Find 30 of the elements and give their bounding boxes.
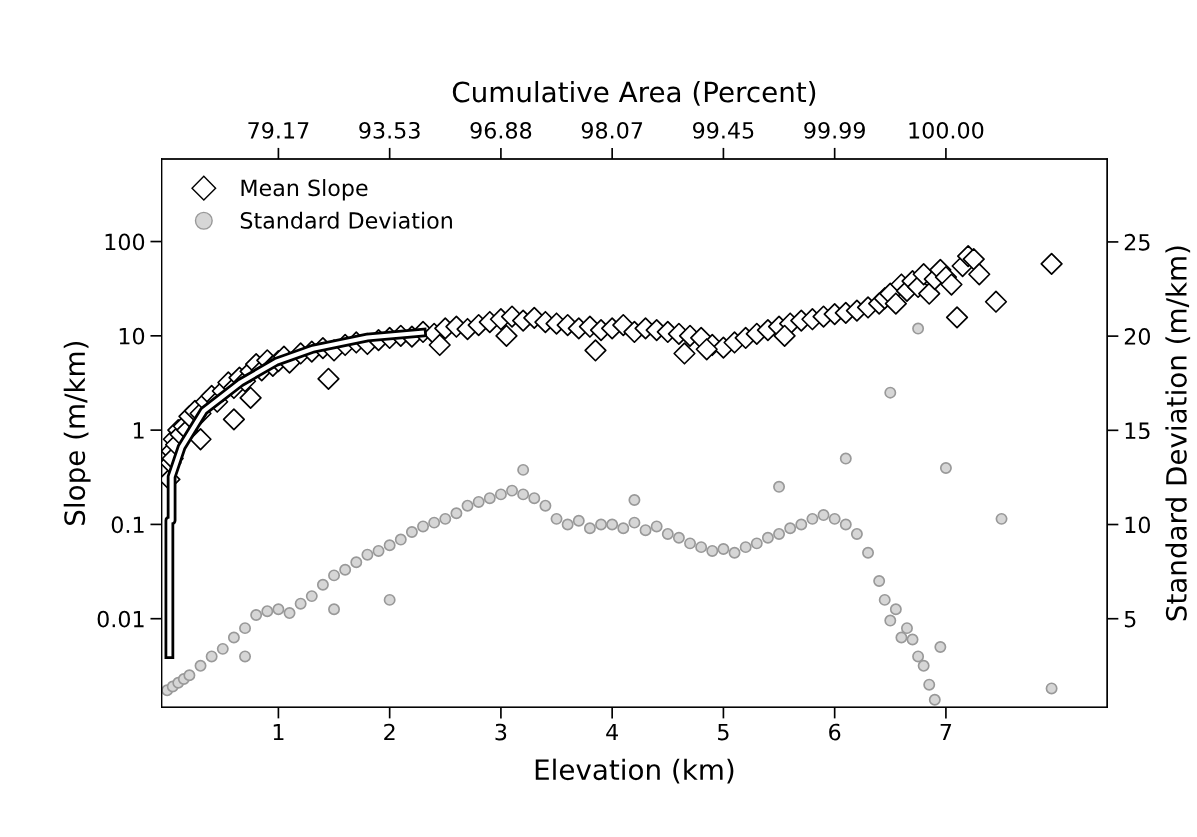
x-tick-label: 6 bbox=[829, 723, 841, 741]
x-tick-label: 2 bbox=[384, 723, 395, 741]
y2-tick-label: 25 bbox=[1124, 233, 1150, 251]
y2-tick-label: 10 bbox=[1125, 516, 1150, 534]
y2-tick-label: 5 bbox=[1124, 610, 1136, 628]
y-tick-label: 1 bbox=[133, 422, 144, 439]
x2-axis-title: Cumulative Area (Percent) bbox=[452, 81, 816, 106]
x-tick-label: 7 bbox=[940, 723, 952, 741]
annotation: 96.88 bbox=[470, 121, 532, 139]
y2-tick-label: 15 bbox=[1125, 422, 1150, 440]
y-axis-title: Slope (m/km) bbox=[63, 341, 91, 525]
annotation: 98.07 bbox=[581, 121, 643, 139]
annotation: 100.00 bbox=[909, 121, 984, 139]
y-tick-label: 0.1 bbox=[111, 516, 144, 534]
annotation: 93.53 bbox=[359, 121, 420, 139]
y2-tick-label: 20 bbox=[1124, 328, 1150, 345]
annotation: 99.99 bbox=[804, 121, 865, 139]
y2-axis-title: Standard Deviation (m/km) bbox=[1165, 246, 1191, 621]
annotation: 99.45 bbox=[693, 121, 754, 139]
x-tick-label: 3 bbox=[495, 723, 507, 741]
y-tick-label: 10 bbox=[119, 327, 145, 345]
annotation: 79.17 bbox=[248, 121, 309, 139]
x-axis-title: Elevation (km) bbox=[535, 758, 734, 784]
legend-label: Standard Deviation bbox=[240, 211, 452, 229]
legend-label: Mean Slope bbox=[241, 179, 368, 201]
x-tick-label: 5 bbox=[718, 723, 729, 741]
y-tick-label: 0.01 bbox=[97, 610, 144, 628]
y-tick-label: 100 bbox=[105, 233, 145, 251]
x-tick-label: 4 bbox=[606, 723, 618, 741]
x-tick-label: 1 bbox=[273, 723, 284, 741]
